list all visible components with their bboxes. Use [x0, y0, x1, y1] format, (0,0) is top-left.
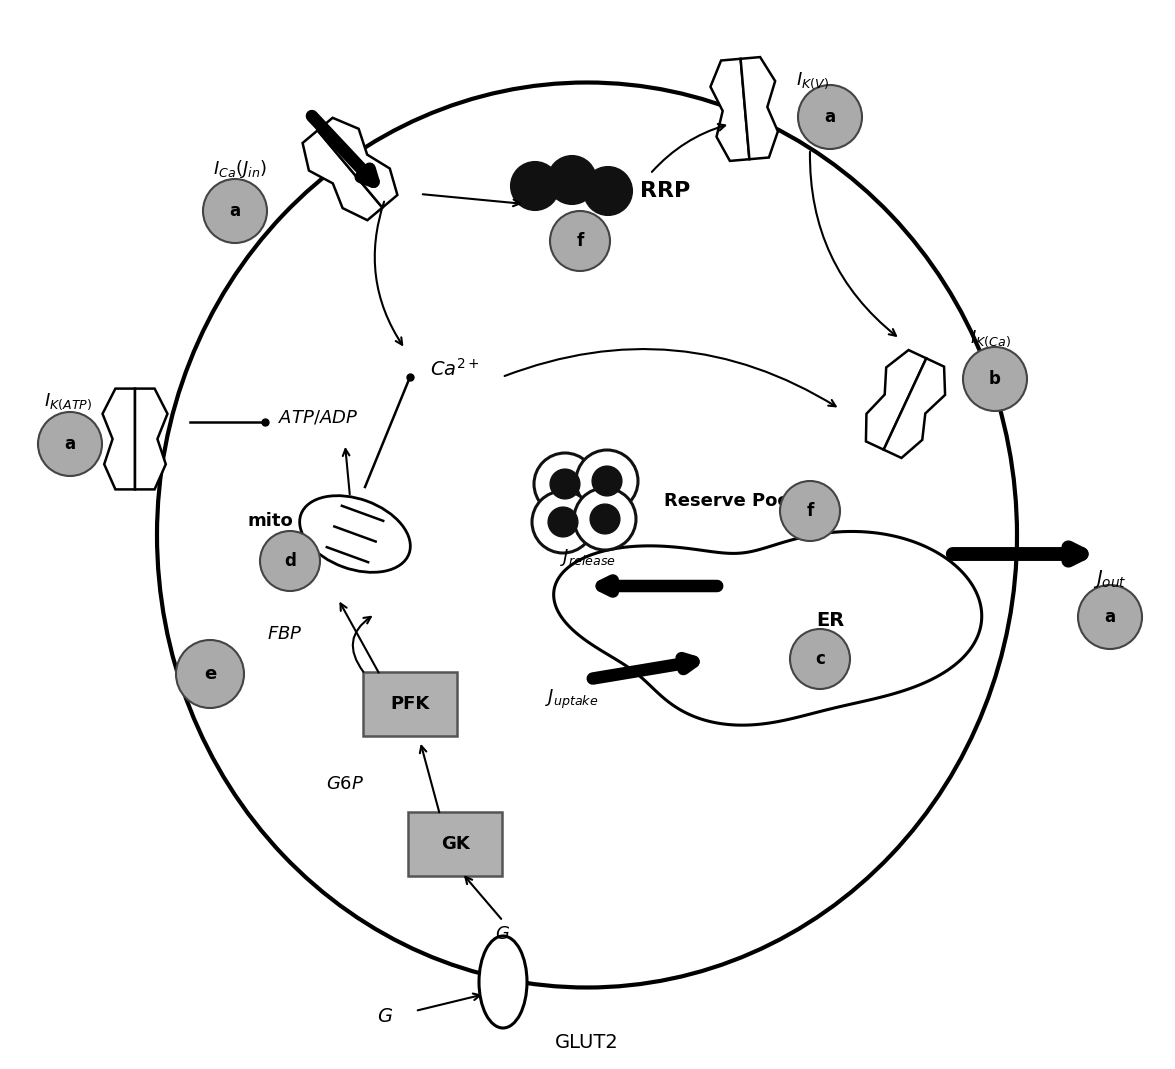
- Text: PFK: PFK: [390, 695, 430, 713]
- Circle shape: [532, 491, 595, 553]
- Polygon shape: [303, 130, 382, 220]
- Text: $ATP/ADP$: $ATP/ADP$: [278, 408, 358, 427]
- Circle shape: [511, 162, 559, 210]
- Polygon shape: [740, 57, 778, 159]
- Polygon shape: [884, 358, 945, 458]
- Polygon shape: [102, 389, 135, 490]
- Text: $J_{release}$: $J_{release}$: [560, 546, 616, 568]
- Text: $I_{Ca}(J_{in})$: $I_{Ca}(J_{in})$: [213, 158, 267, 180]
- Circle shape: [533, 453, 596, 515]
- Polygon shape: [866, 350, 926, 450]
- Polygon shape: [553, 531, 982, 725]
- Text: $J_{out}$: $J_{out}$: [1093, 568, 1127, 590]
- Circle shape: [203, 179, 267, 243]
- Circle shape: [550, 211, 610, 272]
- Ellipse shape: [479, 936, 528, 1028]
- Circle shape: [1077, 585, 1142, 649]
- Circle shape: [790, 629, 850, 690]
- Text: ER: ER: [815, 611, 844, 631]
- Circle shape: [548, 156, 596, 204]
- Text: a: a: [1104, 608, 1115, 626]
- Ellipse shape: [157, 82, 1018, 988]
- Circle shape: [576, 450, 638, 512]
- Text: a: a: [825, 108, 835, 126]
- Circle shape: [584, 167, 632, 215]
- Text: GLUT2: GLUT2: [555, 1033, 619, 1052]
- Text: $G6P$: $G6P$: [325, 775, 364, 793]
- Text: $FBP$: $FBP$: [267, 625, 303, 642]
- Text: RRP: RRP: [640, 181, 690, 201]
- Circle shape: [592, 466, 622, 496]
- Text: $I_{K(ATP)}$: $I_{K(ATP)}$: [43, 391, 92, 413]
- Text: f: f: [577, 232, 584, 250]
- Text: Reserve Pool: Reserve Pool: [664, 492, 795, 510]
- Circle shape: [548, 507, 578, 537]
- Circle shape: [550, 469, 580, 499]
- Circle shape: [798, 86, 862, 149]
- Text: mito: mito: [247, 512, 293, 530]
- Text: c: c: [815, 650, 825, 668]
- Text: a: a: [65, 435, 75, 453]
- FancyBboxPatch shape: [408, 812, 502, 876]
- Text: $Ca^{2+}$: $Ca^{2+}$: [430, 358, 479, 379]
- Text: GK: GK: [441, 835, 469, 853]
- Circle shape: [590, 505, 620, 533]
- Circle shape: [963, 347, 1027, 410]
- Circle shape: [575, 489, 636, 549]
- Text: $I_{K(V)}$: $I_{K(V)}$: [795, 71, 828, 91]
- Text: $I_{K(Ca)}$: $I_{K(Ca)}$: [969, 328, 1010, 350]
- Text: e: e: [204, 665, 216, 683]
- Text: f: f: [806, 502, 813, 520]
- FancyBboxPatch shape: [363, 672, 457, 735]
- Text: d: d: [284, 552, 296, 570]
- Text: a: a: [229, 202, 241, 220]
- Text: $G$: $G$: [377, 1007, 394, 1026]
- Polygon shape: [711, 59, 750, 161]
- Text: b: b: [989, 370, 1001, 388]
- Polygon shape: [317, 118, 397, 207]
- Circle shape: [38, 412, 102, 476]
- Circle shape: [176, 640, 244, 708]
- Polygon shape: [135, 389, 168, 490]
- Ellipse shape: [300, 496, 410, 572]
- Circle shape: [780, 481, 840, 541]
- Circle shape: [260, 531, 320, 591]
- Text: $G$: $G$: [496, 925, 510, 943]
- Text: $J_{uptake}$: $J_{uptake}$: [545, 687, 599, 711]
